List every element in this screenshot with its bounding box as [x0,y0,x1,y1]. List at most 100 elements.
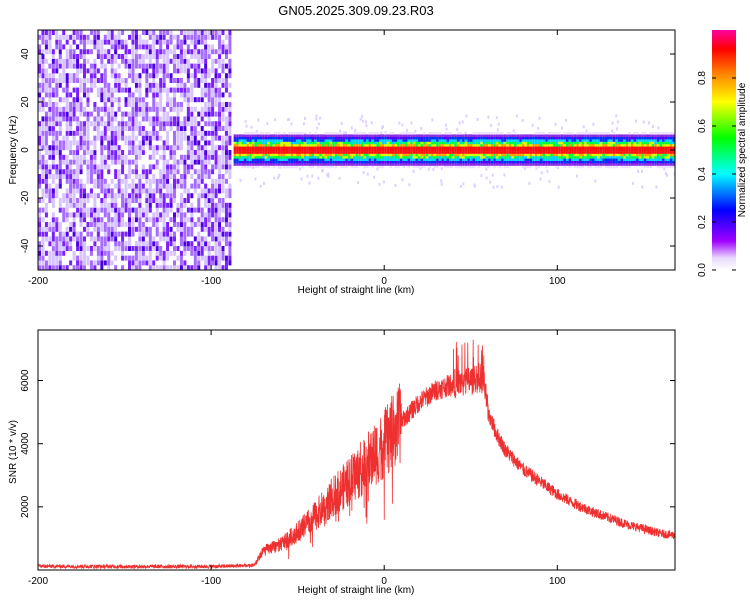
spectrogram-cell [89,250,93,256]
spectrogram-cell [420,136,424,140]
spectrogram-cell [65,102,69,107]
spectrogram-cell [197,30,201,35]
spectrogram-cell [428,153,431,157]
spectrogram-cell [65,92,69,98]
spectrogram-cell [183,212,187,218]
spectrogram-cell [412,158,416,161]
spectrogram-cell [83,183,87,189]
spectrogram-cell [402,134,405,137]
spectrogram-cell [162,106,166,112]
spectrogram-cell [438,158,442,161]
spectrogram-cell [467,160,470,164]
spectrogram-cell [581,158,585,161]
spectrogram-cell [89,111,93,117]
spectrogram-cell [542,153,546,157]
spectrogram-cell [571,146,574,149]
spectrogram-cell [620,134,624,137]
spectrogram-cell [521,148,525,152]
spectrogram-cell [417,139,421,142]
spectrogram-cell [121,130,125,136]
spectrogram-cell [441,144,444,147]
spectrogram-cell [386,141,390,145]
spectrogram-cell [124,188,128,194]
spectrogram-cell [93,226,97,232]
spectrogram-cell [314,139,317,142]
spectrogram-cell [480,153,483,157]
spectrogram-cell [214,111,218,117]
spectrogram-cell [519,144,522,147]
spectrogram-cell [121,222,125,227]
spectrogram-cell [454,141,457,145]
spectrogram-cell [89,140,93,146]
spectrogram-cell [529,153,533,157]
spectrogram-cell [51,260,55,266]
spectrogram-cell [345,160,348,164]
spectrogram-cell [495,148,499,152]
spectrogram-cell [262,158,265,161]
spectrogram-cell [345,148,348,152]
spectrogram-cell [162,145,166,151]
spectrogram-cell [228,255,232,261]
spectrogram-cell [327,136,330,140]
spectrogram-cell [131,246,135,251]
spectrogram-cell [176,54,180,59]
spectrogram-cell [176,130,180,136]
spectrogram-cell [207,121,211,127]
spectrogram-cell [628,132,631,135]
spectrogram-cell [211,246,215,251]
spectrogram-cell [591,146,595,149]
spectrogram-cell [599,141,603,145]
spectrogram-cell [456,132,460,135]
spectrogram-cell [204,260,208,266]
spectrogram-cell [459,151,463,154]
spectrogram-cell [155,135,159,141]
spectrogram-cell [389,134,392,137]
spectrogram-cell [183,54,187,59]
spectrogram-cell [173,44,177,50]
spectrogram-cell [79,111,83,117]
spectrogram-cell [358,146,361,149]
spectrogram-cell [241,151,244,154]
spectrogram-cell [288,148,291,152]
spectrogram-cell [169,87,173,93]
spectrogram-cell [41,78,45,83]
spectrogram-cell [314,132,317,135]
spectrogram-cell [472,156,476,159]
spectrogram-cell [76,87,80,93]
spectrogram-cell [428,151,431,154]
spectrogram-cell [155,255,159,261]
spectrogram-cell [51,231,55,237]
spectrogram-cell [355,160,359,164]
spectrogram-cell [86,140,90,146]
spectrogram-cell [651,124,654,128]
spectrogram-ytick-label: 0 [20,147,31,153]
spectrogram-cell [576,151,579,154]
spectrogram-cell [83,159,87,165]
spectrogram-cell [381,163,385,166]
spectrogram-cell [591,134,595,137]
spectrogram-cell [532,139,535,142]
spectrogram-cell [368,134,372,137]
spectrogram-cell [65,58,69,64]
spectrogram-cell [110,58,114,64]
spectrogram-cell [197,217,201,223]
spectrogram-cell [277,136,281,140]
spectrogram-cell [584,160,587,164]
spectrogram-cell [563,146,566,149]
spectrogram-cell [72,159,76,165]
spectrogram-cell [272,165,276,169]
spectrogram-cell [138,87,142,93]
spectrogram-cell [340,148,343,152]
spectrogram-cell [623,134,626,137]
spectrogram-cell [62,154,66,160]
spectrogram-cell [256,144,260,147]
spectrogram-cell [511,153,515,157]
spectrogram-cell [327,174,330,178]
spectrogram-cell [183,250,187,256]
spectrogram-cell [519,146,522,149]
spectrogram-cell [69,178,73,184]
spectrogram-cell [433,134,437,137]
spectrogram-cell [218,260,222,266]
spectrogram-cell [527,148,530,152]
spectrogram-cell [610,148,613,152]
